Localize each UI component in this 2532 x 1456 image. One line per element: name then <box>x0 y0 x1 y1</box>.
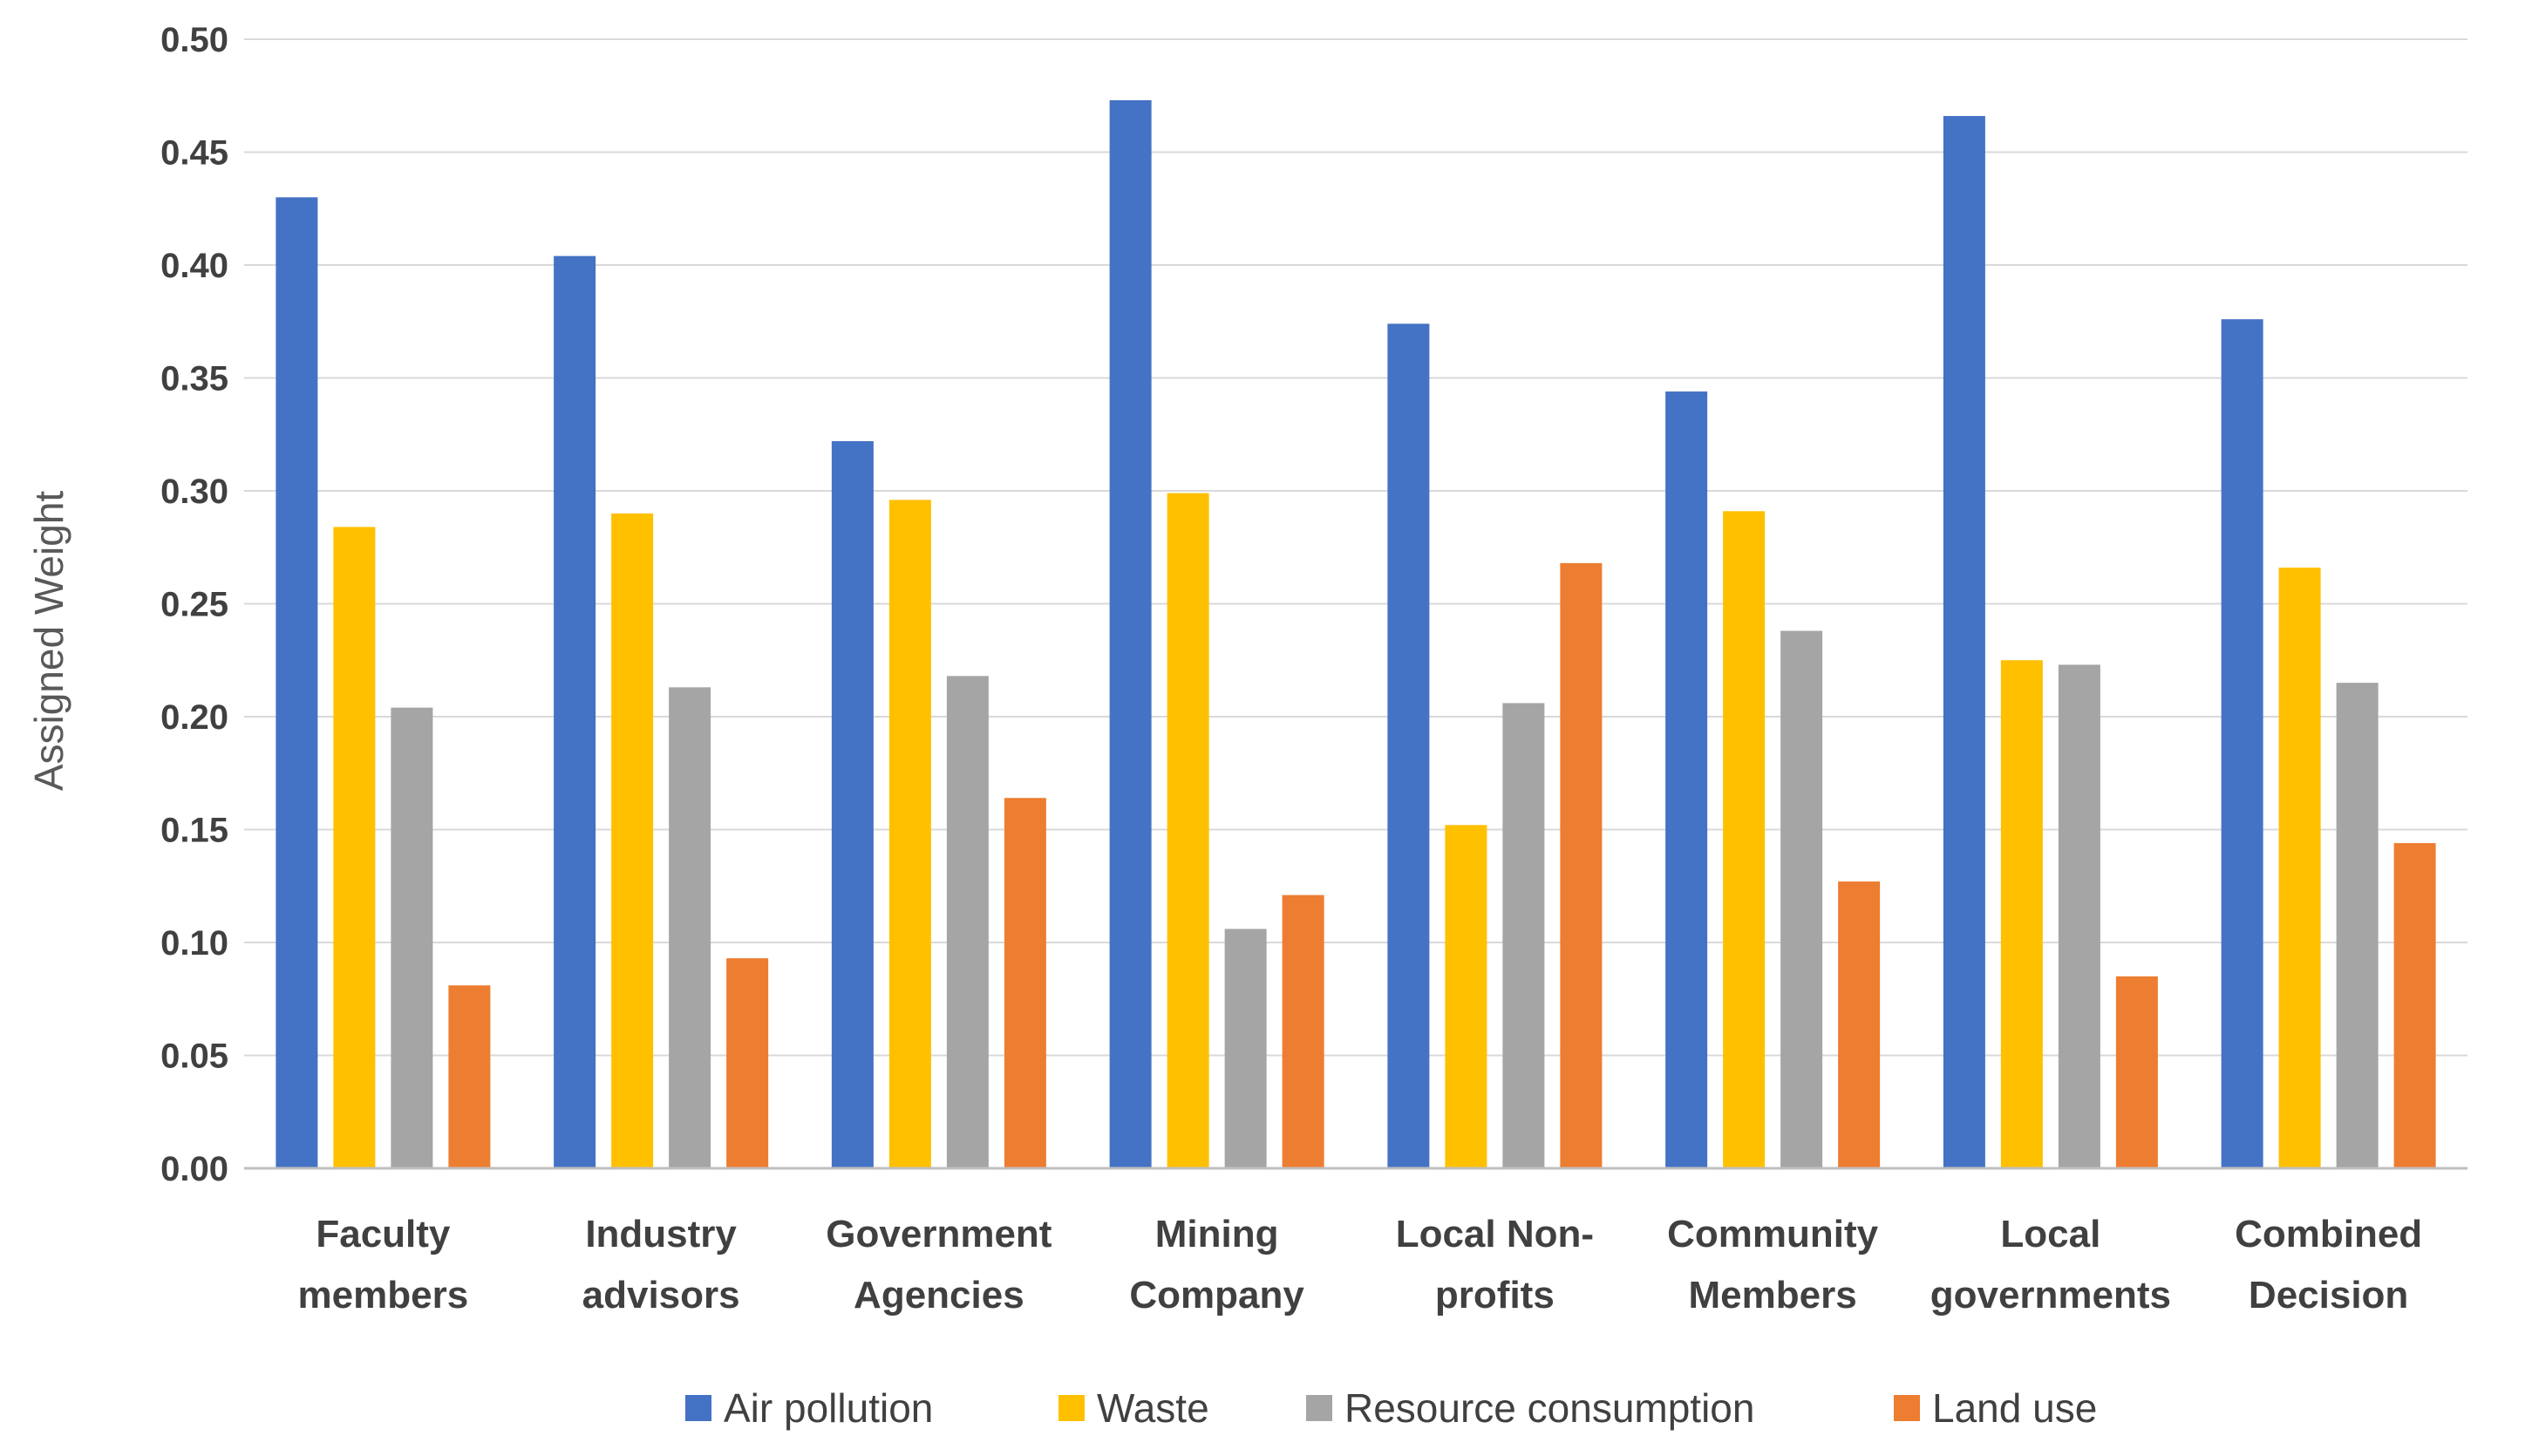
y-axis-title: Assigned Weight <box>26 491 71 792</box>
legend: Air pollution Waste Resource consumption La… <box>685 1385 2097 1431</box>
legend-swatch-resource-consumption <box>1306 1395 1332 1421</box>
bar-land-use-3 <box>1282 895 1324 1168</box>
bar-resource-consumption-7 <box>2336 683 2379 1168</box>
legend-label: Waste <box>1097 1385 1209 1431</box>
bar-land-use-0 <box>448 985 491 1168</box>
bar-resource-consumption-1 <box>669 687 711 1168</box>
legend-label: Land use <box>1932 1385 2097 1431</box>
legend-label: Air pollution <box>724 1385 933 1431</box>
bar-waste-7 <box>2278 568 2321 1168</box>
y-tick-label: 0.35 <box>160 360 228 398</box>
bar-resource-consumption-2 <box>946 676 989 1168</box>
bar-land-use-1 <box>726 958 769 1168</box>
bar-waste-6 <box>2000 660 2043 1168</box>
y-tick-label: 0.00 <box>160 1150 228 1188</box>
bar-resource-consumption-4 <box>1502 703 1545 1168</box>
x-axis-labels: Faculty members Industry advisors Government… <box>298 1213 2423 1317</box>
y-tick-label: 0.40 <box>160 247 228 285</box>
bar-land-use-6 <box>2115 976 2158 1168</box>
bar-land-use-2 <box>1004 798 1046 1168</box>
bar-air-pollution-0 <box>276 197 318 1168</box>
y-tick-label: 0.15 <box>160 812 228 850</box>
y-tick-label: 0.20 <box>160 698 228 737</box>
x-tick-label: Decision <box>2249 1274 2408 1317</box>
bar-land-use-5 <box>1838 881 1881 1168</box>
bar-air-pollution-2 <box>831 441 874 1168</box>
x-tick-label: Industry <box>585 1213 737 1255</box>
bar-waste-0 <box>333 527 376 1168</box>
x-tick-label: Local Non- <box>1396 1213 1594 1255</box>
x-tick-label: Government <box>826 1213 1052 1255</box>
bar-waste-2 <box>888 500 931 1168</box>
x-tick-label: profits <box>1435 1274 1555 1317</box>
y-axis-ticks: 0.00 0.05 0.10 0.15 0.20 0.25 0.30 0.35 0.40 0.45… <box>160 21 228 1188</box>
x-tick-label: governments <box>1930 1274 2171 1317</box>
bar-land-use-4 <box>1560 562 1603 1168</box>
bar-land-use-7 <box>2393 843 2436 1168</box>
y-tick-label: 0.25 <box>160 586 228 624</box>
x-tick-label: members <box>298 1274 469 1317</box>
bar-resource-consumption-6 <box>2058 664 2100 1168</box>
x-tick-label: Local <box>2000 1213 2100 1255</box>
y-tick-label: 0.05 <box>160 1038 228 1076</box>
bar-air-pollution-1 <box>554 255 596 1168</box>
y-tick-label: 0.30 <box>160 473 228 511</box>
bar-air-pollution-6 <box>1943 116 1985 1168</box>
legend-swatch-waste <box>1058 1395 1085 1421</box>
x-tick-label: Members <box>1689 1274 1857 1317</box>
legend-label: Resource consumption <box>1344 1385 1754 1431</box>
bar-air-pollution-7 <box>2221 319 2263 1168</box>
bar-air-pollution-4 <box>1387 323 1430 1169</box>
x-tick-label: Company <box>1129 1274 1304 1317</box>
bar-air-pollution-5 <box>1665 391 1708 1168</box>
bar-resource-consumption-5 <box>1780 630 1823 1168</box>
x-tick-label: advisors <box>582 1274 740 1317</box>
bar-air-pollution-3 <box>1109 99 1152 1168</box>
bar-resource-consumption-3 <box>1224 929 1267 1168</box>
legend-swatch-air-pollution <box>685 1395 711 1421</box>
bar-waste-1 <box>611 513 654 1168</box>
bar-waste-3 <box>1167 493 1209 1168</box>
y-tick-label: 0.50 <box>160 21 228 59</box>
x-tick-label: Agencies <box>854 1274 1024 1317</box>
y-tick-label: 0.10 <box>160 924 228 963</box>
x-tick-label: Community <box>1667 1213 1879 1255</box>
bar-waste-5 <box>1723 511 1766 1168</box>
x-tick-label: Faculty <box>316 1213 451 1255</box>
x-tick-label: Mining <box>1155 1213 1279 1255</box>
x-tick-label: Combined <box>2235 1213 2422 1255</box>
bar-waste-4 <box>1445 825 1487 1168</box>
y-tick-label: 0.45 <box>160 134 228 173</box>
bar-resource-consumption-0 <box>391 707 433 1168</box>
legend-swatch-land-use <box>1894 1395 1920 1421</box>
bars <box>276 99 2436 1169</box>
